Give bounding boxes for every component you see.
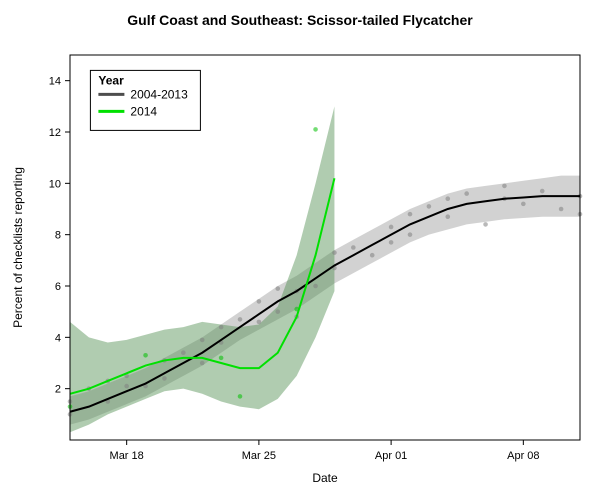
scatter-point <box>445 196 450 201</box>
y-axis-label: Percent of checklists reporting <box>11 167 25 328</box>
bird-frequency-chart: Gulf Coast and Southeast: Scissor-tailed… <box>0 0 600 500</box>
x-axis-label: Date <box>312 471 338 485</box>
scatter-point <box>483 222 488 227</box>
scatter-point <box>257 320 262 325</box>
y-tick-label: 6 <box>55 281 61 293</box>
x-tick-label: Mar 25 <box>242 450 276 462</box>
scatter-point <box>427 204 432 209</box>
scatter-point <box>200 338 205 343</box>
scatter-point <box>219 356 224 361</box>
scatter-point <box>238 317 243 322</box>
y-tick-label: 10 <box>49 178 61 190</box>
scatter-point <box>200 361 205 366</box>
scatter-point <box>313 127 318 132</box>
x-tick-label: Apr 08 <box>507 450 539 462</box>
scatter-point <box>275 286 280 291</box>
scatter-point <box>238 394 243 399</box>
scatter-point <box>370 253 375 258</box>
x-tick-label: Mar 18 <box>110 450 144 462</box>
legend-item-label: 2004-2013 <box>130 87 188 101</box>
scatter-point <box>389 240 394 245</box>
scatter-point <box>143 353 148 358</box>
scatter-point <box>162 376 167 381</box>
scatter-point <box>313 284 318 289</box>
legend-item-label: 2014 <box>130 104 157 118</box>
scatter-point <box>181 350 186 355</box>
y-tick-label: 12 <box>49 127 61 139</box>
legend-title: Year <box>98 73 124 87</box>
scatter-point <box>257 299 262 304</box>
scatter-point <box>332 250 337 255</box>
scatter-point <box>219 325 224 330</box>
y-tick-label: 8 <box>55 230 61 242</box>
scatter-point <box>540 189 545 194</box>
x-tick-label: Apr 01 <box>375 450 407 462</box>
scatter-point <box>124 384 129 389</box>
scatter-point <box>351 245 356 250</box>
scatter-point <box>408 212 413 217</box>
scatter-point <box>408 232 413 237</box>
chart-title: Gulf Coast and Southeast: Scissor-tailed… <box>127 12 473 28</box>
y-tick-label: 14 <box>49 76 61 88</box>
scatter-point <box>464 191 469 196</box>
scatter-point <box>502 184 507 189</box>
scatter-point <box>389 225 394 230</box>
confidence-band-2014 <box>70 106 334 432</box>
y-tick-label: 2 <box>55 384 61 396</box>
scatter-point <box>521 202 526 207</box>
scatter-point <box>275 309 280 314</box>
scatter-point <box>445 214 450 219</box>
y-tick-label: 4 <box>55 332 61 344</box>
scatter-point <box>559 207 564 212</box>
